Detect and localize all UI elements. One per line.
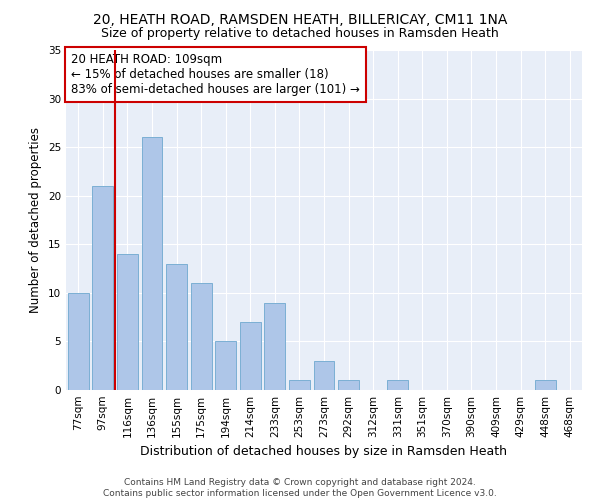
Bar [215, 342, 236, 390]
Bar [338, 380, 359, 390]
Bar [314, 361, 334, 390]
Bar [265, 302, 286, 390]
Bar [117, 254, 138, 390]
Bar [535, 380, 556, 390]
X-axis label: Distribution of detached houses by size in Ramsden Heath: Distribution of detached houses by size … [140, 446, 508, 458]
Bar [68, 293, 89, 390]
Bar [142, 138, 163, 390]
Bar [289, 380, 310, 390]
Text: 20 HEATH ROAD: 109sqm
← 15% of detached houses are smaller (18)
83% of semi-deta: 20 HEATH ROAD: 109sqm ← 15% of detached … [71, 54, 360, 96]
Bar [166, 264, 187, 390]
Bar [191, 283, 212, 390]
Bar [92, 186, 113, 390]
Bar [240, 322, 261, 390]
Text: 20, HEATH ROAD, RAMSDEN HEATH, BILLERICAY, CM11 1NA: 20, HEATH ROAD, RAMSDEN HEATH, BILLERICA… [93, 12, 507, 26]
Y-axis label: Number of detached properties: Number of detached properties [29, 127, 43, 313]
Bar [387, 380, 408, 390]
Text: Contains HM Land Registry data © Crown copyright and database right 2024.
Contai: Contains HM Land Registry data © Crown c… [103, 478, 497, 498]
Text: Size of property relative to detached houses in Ramsden Heath: Size of property relative to detached ho… [101, 28, 499, 40]
